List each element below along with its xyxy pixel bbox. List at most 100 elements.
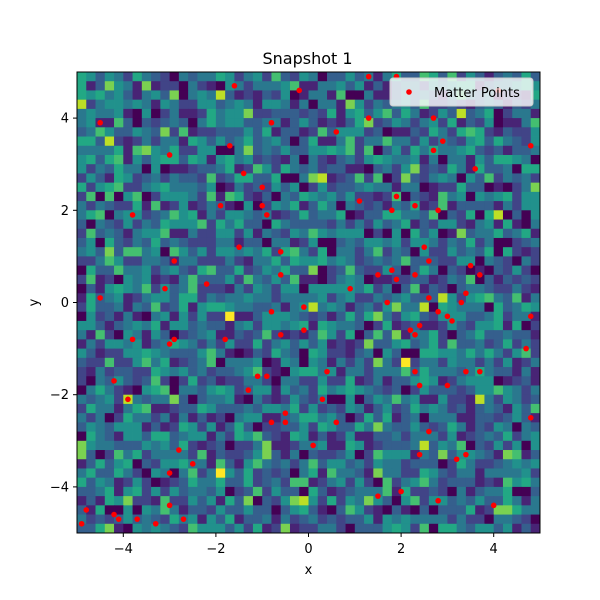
heatmap-cell xyxy=(86,201,96,211)
heatmap-cell xyxy=(530,219,541,230)
heatmap-cell xyxy=(132,403,143,414)
heatmap-cell xyxy=(197,293,208,303)
heatmap-cell xyxy=(280,237,291,248)
heatmap-cell xyxy=(123,357,133,368)
heatmap-cell xyxy=(456,191,467,202)
heatmap-cell xyxy=(271,72,282,82)
heatmap-cell xyxy=(178,357,189,368)
heatmap-cell xyxy=(141,311,152,322)
heatmap-cell xyxy=(512,403,522,414)
heatmap-cell xyxy=(77,90,87,101)
matter-point xyxy=(333,129,340,135)
heatmap-cell xyxy=(206,201,217,211)
heatmap-cell xyxy=(132,330,143,340)
heatmap-cell xyxy=(456,201,467,211)
heatmap-cell xyxy=(243,348,254,359)
heatmap-cell xyxy=(141,394,152,405)
heatmap-cell xyxy=(484,210,495,220)
heatmap-cell xyxy=(169,302,180,313)
heatmap-cell xyxy=(530,284,541,294)
heatmap-cell xyxy=(132,302,143,313)
heatmap-cell xyxy=(114,154,124,165)
heatmap-cell xyxy=(521,201,532,211)
heatmap-cell xyxy=(475,339,485,349)
x-tick-label: 2 xyxy=(397,542,405,557)
heatmap-cell xyxy=(308,394,319,405)
heatmap-cell xyxy=(178,182,189,193)
heatmap-cell xyxy=(382,265,393,276)
heatmap-cell xyxy=(77,505,87,515)
heatmap-cell xyxy=(364,173,374,184)
heatmap-cell xyxy=(225,302,235,313)
heatmap-cell xyxy=(169,348,180,359)
heatmap-cell xyxy=(178,376,189,386)
heatmap-cell xyxy=(484,385,495,396)
heatmap-cell xyxy=(215,376,226,386)
heatmap-cell xyxy=(345,422,356,432)
heatmap-cell xyxy=(410,136,421,147)
matter-point xyxy=(264,373,270,380)
heatmap-cell xyxy=(104,348,115,359)
heatmap-cell xyxy=(484,348,495,359)
heatmap-cell xyxy=(299,72,309,82)
heatmap-cell xyxy=(401,210,411,220)
matter-point xyxy=(236,244,242,250)
heatmap-cell xyxy=(364,514,374,525)
heatmap-cell xyxy=(512,440,522,451)
heatmap-cell xyxy=(410,118,421,128)
heatmap-cell xyxy=(243,274,254,285)
heatmap-cell xyxy=(114,293,124,303)
heatmap-cell xyxy=(280,164,291,174)
heatmap-cell xyxy=(123,302,133,313)
heatmap-cell xyxy=(364,440,374,451)
heatmap-cell xyxy=(530,422,541,432)
heatmap-cell xyxy=(419,422,430,432)
heatmap-cell xyxy=(114,228,124,239)
heatmap-cell xyxy=(391,440,402,451)
heatmap-cell xyxy=(484,320,495,331)
heatmap-cell xyxy=(252,413,263,423)
heatmap-cell xyxy=(484,403,495,414)
heatmap-cell xyxy=(465,403,476,414)
heatmap-cell xyxy=(484,357,495,368)
matter-point xyxy=(97,295,103,301)
heatmap-cell xyxy=(521,394,532,405)
heatmap-cell xyxy=(86,311,96,322)
heatmap-cell xyxy=(317,210,328,220)
heatmap-cell xyxy=(197,201,208,211)
heatmap-cell xyxy=(141,99,152,110)
heatmap-cell xyxy=(114,505,124,515)
heatmap-cell xyxy=(530,394,541,405)
heatmap-cell xyxy=(521,284,532,294)
heatmap-cell xyxy=(493,367,504,377)
heatmap-cell xyxy=(262,191,272,202)
heatmap-cell xyxy=(132,72,143,82)
heatmap-cell xyxy=(354,145,365,156)
heatmap-cell xyxy=(243,357,254,368)
heatmap-cell xyxy=(262,505,272,515)
heatmap-cell xyxy=(345,348,356,359)
heatmap-cell xyxy=(160,145,170,156)
heatmap-cell xyxy=(289,385,300,396)
heatmap-cell xyxy=(410,145,421,156)
heatmap-cell xyxy=(512,164,522,174)
heatmap-cell xyxy=(169,330,180,340)
heatmap-cell xyxy=(252,127,263,137)
heatmap-cell xyxy=(104,99,115,110)
heatmap-cell xyxy=(502,431,513,442)
heatmap-cell xyxy=(289,450,300,460)
heatmap-cell xyxy=(188,450,198,460)
heatmap-cell xyxy=(438,394,448,405)
heatmap-cell xyxy=(280,108,291,119)
heatmap-cell xyxy=(215,219,226,230)
heatmap-cell xyxy=(475,422,485,432)
heatmap-cell xyxy=(188,191,198,202)
heatmap-cell xyxy=(484,247,495,257)
heatmap-cell xyxy=(373,450,383,460)
heatmap-cell xyxy=(354,403,365,414)
matter-point xyxy=(365,73,372,80)
heatmap-cell xyxy=(197,330,208,340)
heatmap-cell xyxy=(215,81,226,91)
heatmap-cell xyxy=(327,459,337,469)
heatmap-cell xyxy=(512,182,522,193)
